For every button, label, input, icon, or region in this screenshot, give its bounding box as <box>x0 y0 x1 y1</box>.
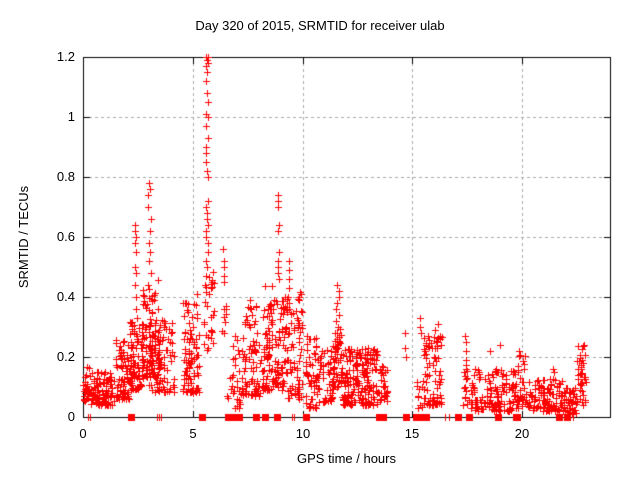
y-tick-label: 1 <box>67 109 75 124</box>
x-tick-label: 0 <box>79 426 87 441</box>
x-axis-label: GPS time / hours <box>297 451 396 466</box>
y-tick-label: 0.6 <box>56 229 75 244</box>
x-tick-label: 20 <box>514 426 530 441</box>
y-tick-label: 0.4 <box>56 289 75 304</box>
x-tick-label: 5 <box>189 426 197 441</box>
y-tick-label: 0 <box>67 409 75 424</box>
chart-title: Day 320 of 2015, SRMTID for receiver ula… <box>195 18 445 33</box>
x-tick-label: 15 <box>404 426 420 441</box>
y-tick-label: 0.2 <box>56 349 75 364</box>
x-tick-label: 10 <box>295 426 311 441</box>
y-tick-label: 0.8 <box>56 169 75 184</box>
y-tick-label: 1.2 <box>56 49 75 64</box>
